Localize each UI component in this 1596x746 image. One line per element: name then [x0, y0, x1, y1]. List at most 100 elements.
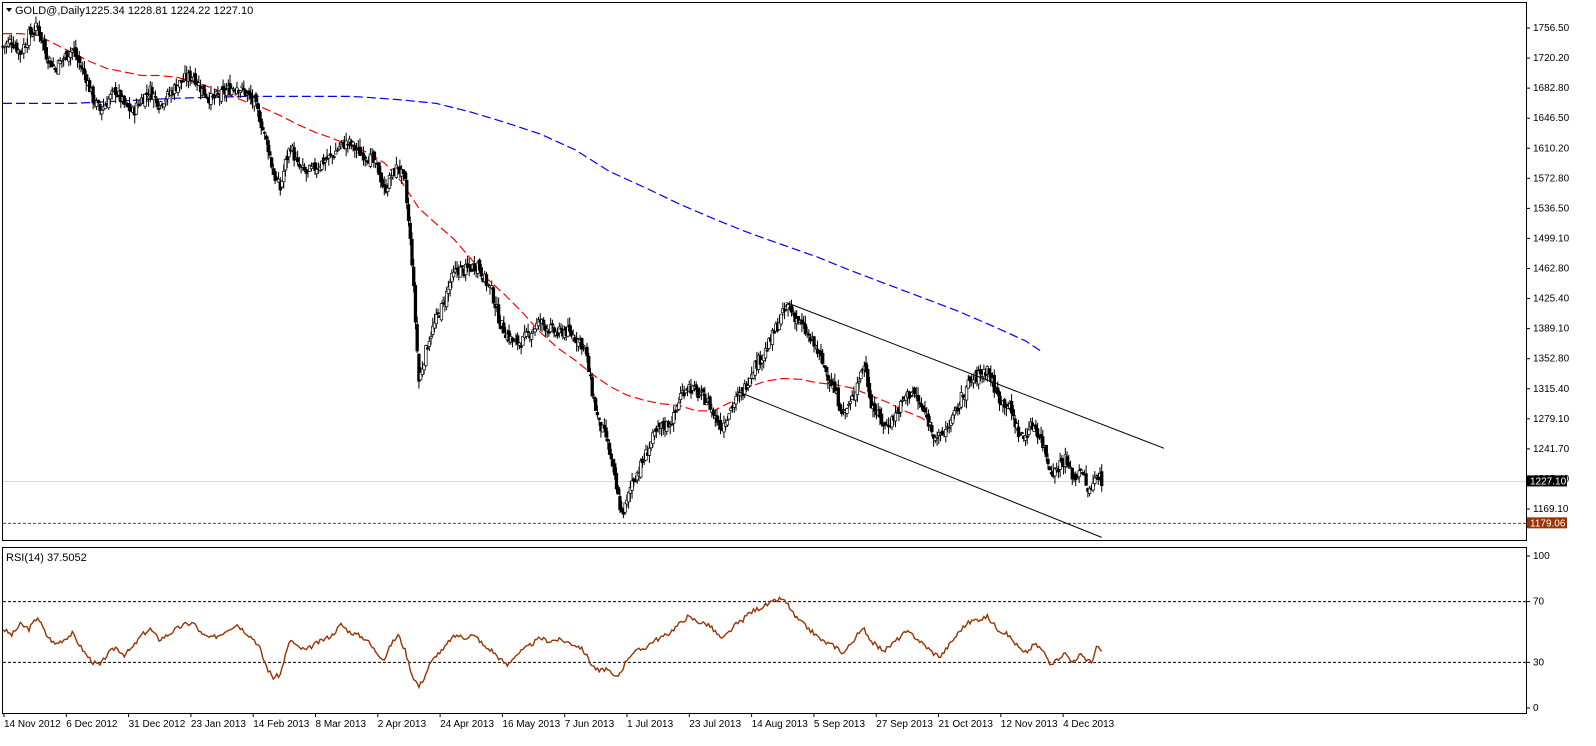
rsi-header: RSI(14) 37.5052 — [6, 552, 87, 564]
candle — [609, 448, 613, 467]
candle — [1046, 453, 1050, 470]
candle — [550, 319, 555, 329]
chart-header: GOLD@,Daily 1225.34 1228.81 1224.22 1227… — [6, 5, 253, 17]
candle — [334, 142, 338, 155]
price-axis-label: 1389.10 — [1533, 324, 1570, 335]
candle — [959, 385, 963, 410]
rsi-panel-frame — [2, 547, 1527, 714]
candle — [859, 370, 863, 382]
candle — [49, 60, 54, 68]
price-axis-label: 1572.80 — [1533, 173, 1570, 184]
candle — [585, 342, 589, 363]
time-axis-label: 8 Mar 2013 — [316, 719, 367, 730]
candle — [821, 348, 825, 366]
candle — [548, 317, 553, 334]
price-axis-label: 1279.10 — [1533, 414, 1570, 425]
price-axis-label: 1169.10 — [1533, 504, 1569, 515]
candle — [328, 145, 333, 158]
candle — [682, 385, 686, 400]
current-price-label: 1227.10 — [1530, 476, 1567, 487]
candle — [1068, 460, 1073, 470]
candle — [919, 397, 924, 411]
rsi-plot — [2, 596, 1526, 690]
candle — [779, 313, 783, 327]
candle — [181, 74, 185, 83]
candle — [833, 373, 837, 393]
candle — [410, 232, 414, 268]
candle — [332, 154, 336, 160]
candle — [268, 144, 272, 159]
candle — [37, 20, 42, 43]
time-axis-label: 24 Apr 2013 — [440, 719, 494, 730]
candle — [678, 386, 683, 404]
time-axis-label: 7 Jun 2013 — [565, 719, 615, 730]
candle — [727, 413, 731, 421]
rsi-axis-label: 0 — [1533, 703, 1539, 714]
candle — [188, 66, 192, 87]
candle — [138, 99, 142, 107]
price-axis-label: 1462.80 — [1533, 264, 1570, 275]
candle — [857, 376, 861, 390]
candle — [767, 337, 771, 351]
rsi-axis-label: 30 — [1533, 657, 1545, 668]
candle — [87, 77, 92, 93]
candle — [718, 412, 723, 435]
candle — [765, 341, 769, 353]
price-axis-label: 1352.80 — [1533, 354, 1570, 365]
candle — [964, 385, 969, 409]
channel-upper-line[interactable] — [786, 302, 1165, 449]
time-axis-label: 6 Dec 2012 — [66, 719, 118, 730]
candle — [838, 402, 842, 412]
candle — [297, 156, 301, 170]
candle — [429, 331, 433, 345]
candle — [408, 216, 412, 246]
candle — [580, 337, 584, 355]
support-price-label: 1179.06 — [1530, 518, 1566, 529]
candle — [269, 156, 274, 169]
candle — [1091, 474, 1095, 493]
price-axis-label: 1536.50 — [1533, 203, 1570, 214]
candle — [704, 401, 709, 406]
candle — [899, 399, 903, 418]
candle — [309, 162, 314, 172]
candle — [153, 90, 158, 104]
price-axis-label: 1646.50 — [1533, 113, 1570, 124]
candle — [526, 323, 530, 336]
time-axis-label: 2 Apr 2013 — [378, 719, 427, 730]
candle — [623, 502, 627, 515]
channel-lower-line[interactable] — [737, 391, 1102, 538]
candle — [460, 265, 464, 273]
current-price-badge — [1527, 475, 1567, 487]
rsi-axis-label: 100 — [1533, 551, 1550, 562]
candle — [100, 109, 104, 121]
candle — [1079, 467, 1083, 471]
candle — [484, 271, 489, 292]
axes: 1756.50 1720.20 1682.80 1646.50 1610.20 1572.… — [3, 23, 1570, 730]
price-axis-label: 1720.20 — [1533, 53, 1570, 64]
candle — [812, 335, 816, 353]
candle — [451, 265, 456, 281]
dropdown-triangle-icon[interactable] — [6, 8, 12, 12]
candle — [103, 101, 107, 109]
candle — [770, 327, 775, 351]
candle — [529, 331, 534, 348]
support-price-badge — [1527, 517, 1567, 529]
candle — [323, 157, 327, 171]
candle — [39, 32, 43, 44]
rsi-axis-label: 70 — [1533, 597, 1545, 608]
candle — [1018, 433, 1022, 436]
candle — [1084, 465, 1088, 487]
rsi-line — [2, 596, 1103, 690]
price-axis-label: 1315.40 — [1533, 384, 1570, 395]
candle — [703, 386, 707, 405]
price-axis-label: 1756.50 — [1533, 23, 1570, 34]
time-axis-label: 16 May 2013 — [502, 719, 560, 730]
candle — [113, 82, 118, 104]
candle — [56, 59, 61, 75]
time-axis-label: 27 Sep 2013 — [876, 719, 933, 730]
candle — [405, 172, 409, 210]
candle — [594, 396, 598, 411]
candle — [1020, 431, 1024, 434]
candle — [545, 324, 549, 338]
